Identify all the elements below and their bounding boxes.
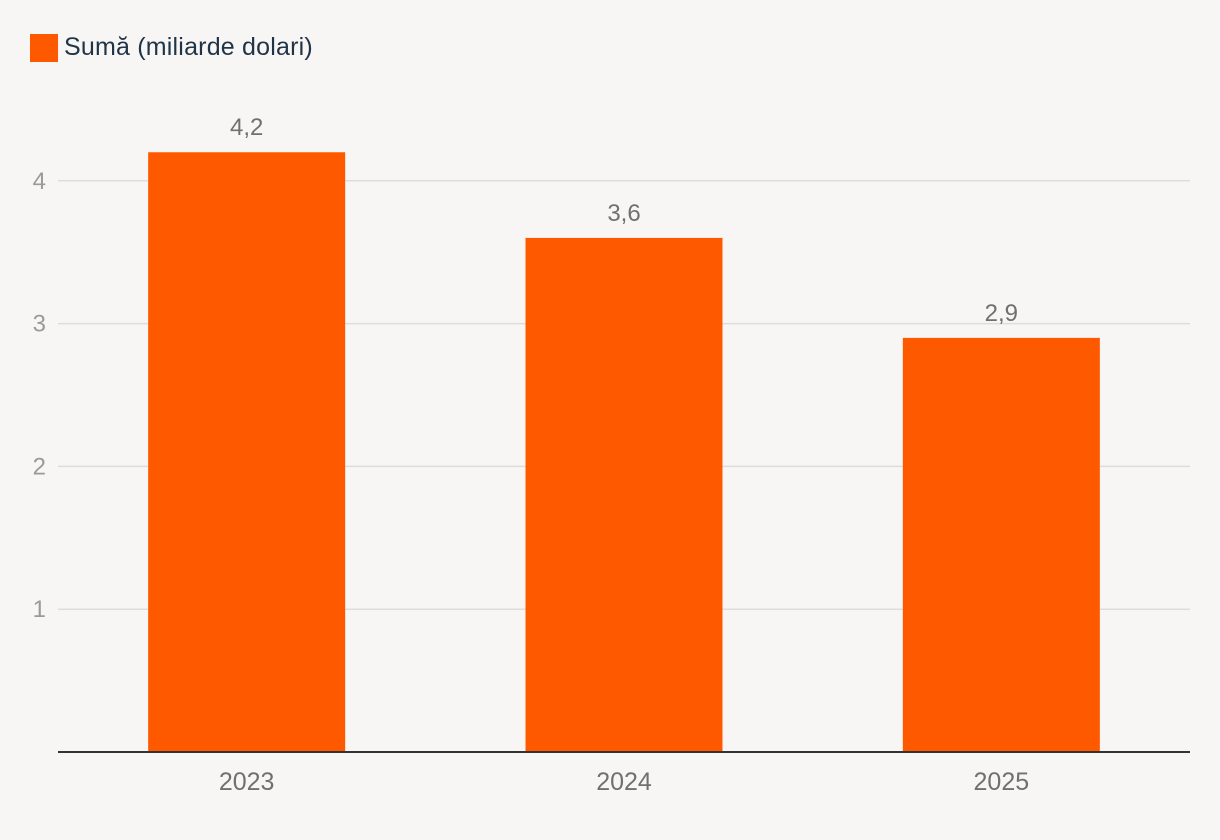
bar-layer	[148, 152, 1100, 753]
x-tick-label-2023: 2023	[219, 768, 275, 796]
bar-2023	[148, 152, 346, 753]
value-label-2024: 3,6	[607, 200, 640, 227]
chart-legend: Sumă (miliarde dolari)	[30, 33, 313, 62]
y-tick-label-2: 2	[33, 453, 46, 480]
legend-label: Sumă (miliarde dolari)	[64, 33, 313, 61]
value-label-2023: 4,2	[230, 114, 263, 141]
value-label-2025: 2,9	[985, 300, 1018, 327]
x-tick-label-2024: 2024	[596, 768, 652, 796]
label-layer: 1 2 3 4 4,2 2023 3,6 2024 2,9 2025	[33, 114, 1030, 796]
bar-2025	[902, 337, 1100, 752]
bar-2024	[525, 237, 723, 753]
legend-swatch	[30, 33, 58, 62]
x-tick-label-2025: 2025	[974, 768, 1030, 796]
y-tick-label-3: 3	[33, 311, 46, 338]
y-tick-label-4: 4	[33, 168, 46, 195]
y-tick-label-1: 1	[33, 596, 46, 623]
